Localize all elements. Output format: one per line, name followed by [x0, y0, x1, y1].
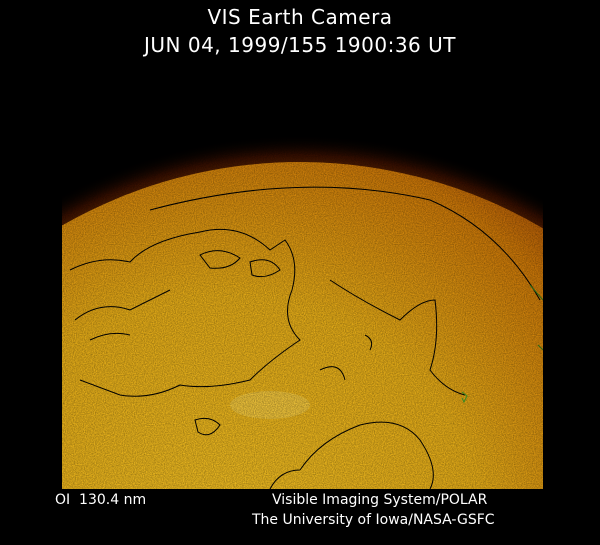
coastline-overlay	[69, 186, 541, 489]
marker-icon	[461, 391, 468, 404]
image-noise	[62, 140, 543, 489]
limb-marker	[529, 284, 543, 351]
instrument-label: Visible Imaging System/POLAR	[272, 492, 488, 508]
institution-label: The University of Iowa/NASA-GSFC	[252, 512, 495, 528]
image-timestamp: JUN 04, 1999/155 1900:36 UT	[144, 33, 456, 57]
wavelength-label: OI 130.4 nm	[55, 492, 147, 508]
image-title: VIS Earth Camera	[207, 5, 393, 29]
